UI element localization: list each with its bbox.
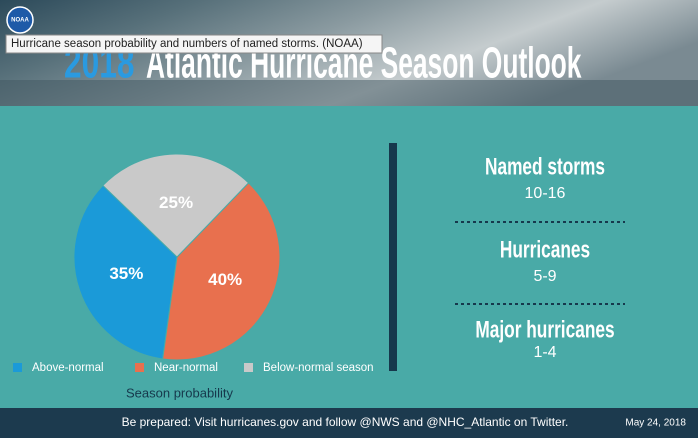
footer-date: May 24, 2018: [625, 418, 686, 429]
stat-range: 5-9: [533, 268, 556, 285]
legend-label: Above-normal: [32, 362, 104, 374]
stat-label: Hurricanes: [500, 237, 590, 263]
slice-label: 35%: [109, 264, 143, 283]
pie-slice: [73, 184, 178, 360]
legend-swatch: [135, 363, 144, 372]
legend-label: Near-normal: [154, 362, 218, 374]
noaa-logo: [6, 6, 34, 34]
stat-range: 1-4: [533, 344, 556, 361]
slice-label: 25%: [159, 193, 193, 212]
stat-range: 10-16: [525, 185, 566, 202]
footer-message: Be prepared: Visit hurricanes.gov and fo…: [122, 415, 569, 429]
legend-swatch: [13, 363, 22, 372]
footer: [0, 408, 698, 438]
header-shade: [0, 80, 698, 106]
stat-label: Major hurricanes: [475, 317, 614, 343]
chart-title: Season probability: [126, 385, 233, 400]
logo-text: NOAA: [11, 18, 29, 24]
stat-label: Named storms: [485, 154, 605, 180]
tooltip-text: Hurricane season probability and numbers…: [11, 38, 363, 50]
divider: [389, 143, 397, 371]
tooltip: [5, 34, 383, 54]
legend-label: Below-normal season: [263, 362, 374, 374]
pie-slice: [102, 153, 250, 258]
pie-slice: [162, 182, 281, 361]
slice-label: 40%: [208, 270, 242, 289]
legend-swatch: [244, 363, 253, 372]
